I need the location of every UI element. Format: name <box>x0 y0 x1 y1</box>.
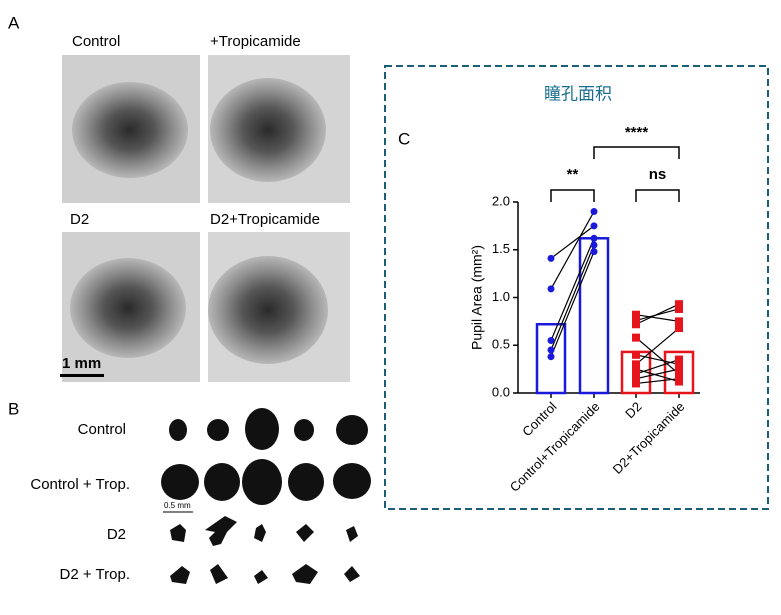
panel-label: C <box>398 129 410 148</box>
significance-bracket <box>593 146 680 159</box>
photo-label: D2+Tropicamide <box>210 211 320 228</box>
row-label: D2 <box>107 526 126 543</box>
significance-bracket <box>635 189 680 202</box>
x-tick-label: D2 <box>622 399 644 421</box>
y-axis-label: Pupil Area (mm²) <box>469 245 485 350</box>
data-point <box>590 248 598 256</box>
data-point <box>675 300 683 309</box>
photos <box>60 55 350 382</box>
panel-box <box>384 65 769 510</box>
photo-label: +Tropicamide <box>210 33 301 50</box>
data-point <box>675 360 683 369</box>
data-point <box>675 355 683 364</box>
data-point <box>590 208 598 216</box>
row-label: D2 + Trop. <box>60 566 130 583</box>
pair-line <box>635 378 680 385</box>
panel-label: A <box>8 13 20 32</box>
row-label: Control <box>78 421 126 438</box>
pair-line <box>635 368 680 380</box>
significance-label: **** <box>625 124 649 141</box>
y-tick-label: 2.0 <box>492 193 510 208</box>
data-point <box>632 333 640 342</box>
photo-label: D2 <box>70 211 89 228</box>
row-label: Control + Trop. <box>30 476 130 493</box>
data-point <box>632 310 640 319</box>
panel-label: B <box>8 399 19 418</box>
data-point <box>590 234 598 242</box>
pair-line <box>550 251 595 357</box>
scale-bar-label: 1 mm <box>62 355 101 372</box>
data-point <box>675 324 683 333</box>
y-tick-label: 0.0 <box>492 384 510 399</box>
data-point <box>547 353 555 361</box>
data-point <box>675 317 683 326</box>
box-title: 瞳孔面积 <box>544 84 612 103</box>
data-point <box>632 360 640 369</box>
data-point <box>547 254 555 262</box>
y-tick-label: 1.5 <box>492 241 510 256</box>
x-tick-label: Control <box>519 399 559 439</box>
data-point <box>590 222 598 230</box>
pair-line <box>550 238 595 341</box>
data-point <box>632 350 640 359</box>
pair-line <box>635 359 680 375</box>
data-point <box>675 304 683 313</box>
pair-line <box>550 244 595 351</box>
significance-label: ** <box>567 166 579 183</box>
bar <box>535 322 567 395</box>
data-point <box>675 374 683 383</box>
pair-line <box>635 303 680 325</box>
scale-bar-label: 0.5 mm <box>164 501 191 510</box>
pair-line <box>635 314 680 322</box>
significance-label: ns <box>649 166 667 183</box>
pair-line <box>635 327 680 365</box>
pair-line <box>635 337 680 375</box>
data-point <box>632 374 640 383</box>
data-point <box>590 241 598 249</box>
pair-line <box>550 225 595 259</box>
photo-label: Control <box>72 33 120 50</box>
data-point <box>675 365 683 374</box>
pair-line <box>635 354 680 365</box>
significance-bracket <box>550 189 595 202</box>
data-point <box>632 369 640 378</box>
data-point <box>675 369 683 378</box>
data-point <box>547 285 555 293</box>
data-point <box>632 320 640 329</box>
y-tick-label: 1.0 <box>492 289 510 304</box>
data-point <box>632 365 640 374</box>
data-point <box>547 346 555 354</box>
pair-line <box>550 211 595 290</box>
pupil-shapes <box>161 408 371 584</box>
data-point <box>632 379 640 388</box>
data-point <box>547 336 555 344</box>
y-tick-label: 0.5 <box>492 337 510 352</box>
